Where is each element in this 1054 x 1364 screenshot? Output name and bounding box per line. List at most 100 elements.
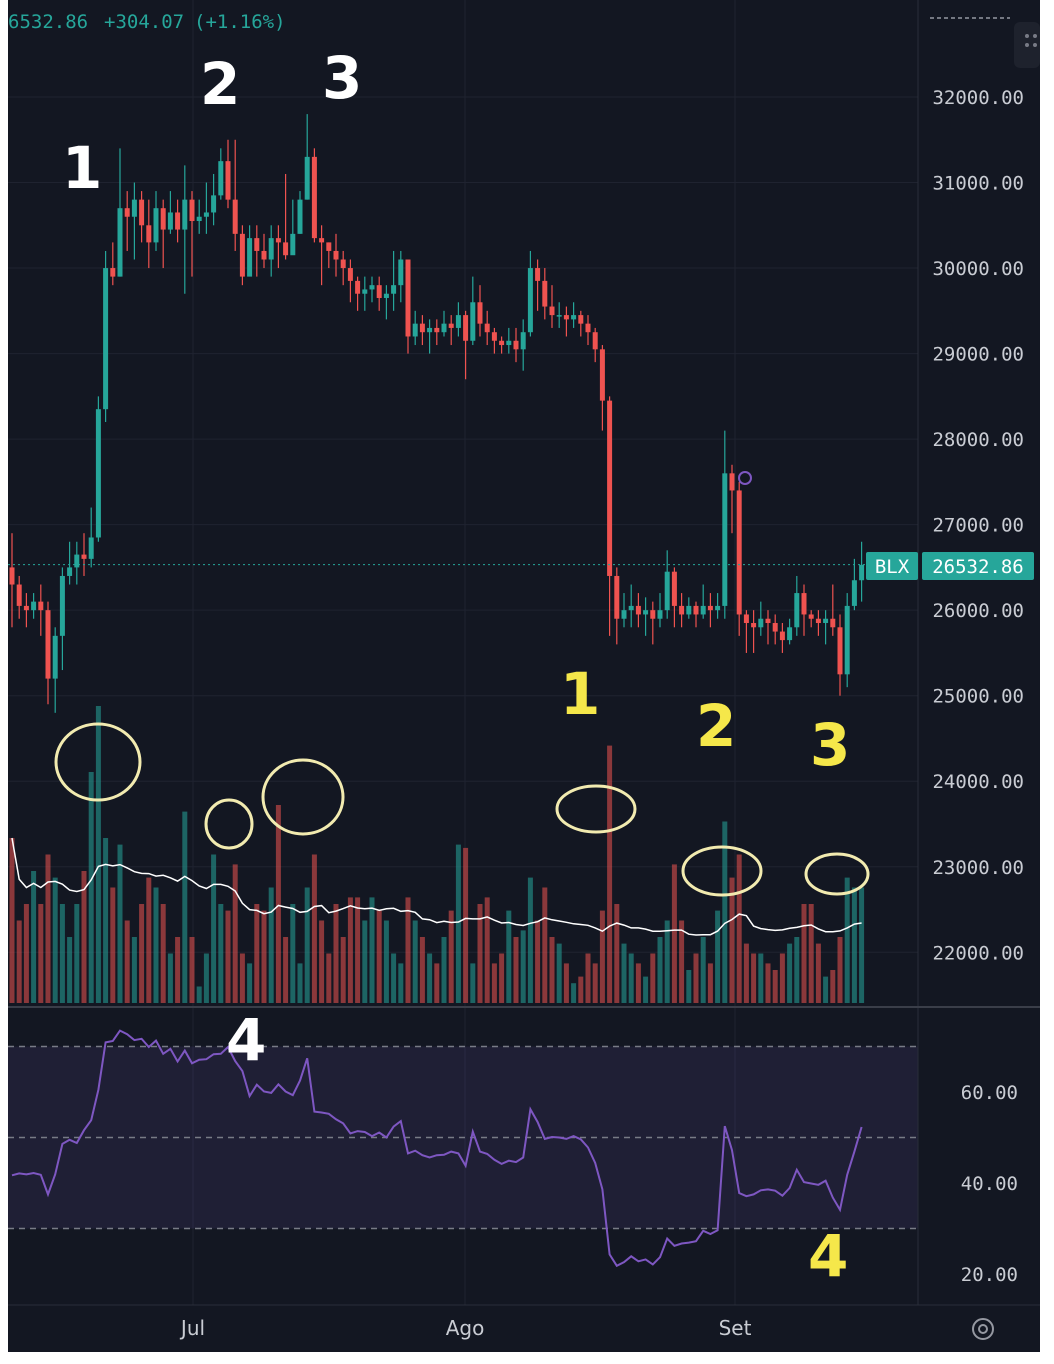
price-tick-label: 26000.00: [932, 600, 1024, 622]
candle: [448, 315, 454, 346]
volume-bar: [527, 877, 533, 1003]
volume-bar: [38, 904, 44, 1003]
candle: [311, 148, 317, 243]
volume-bar: [167, 953, 173, 1003]
volume-bar: [117, 844, 123, 1003]
volume-bar: [398, 963, 404, 1003]
volume-bar: [81, 871, 87, 1003]
volume-bar: [470, 963, 476, 1003]
candle: [103, 250, 109, 423]
volume-bar: [160, 904, 166, 1003]
candle: [455, 302, 461, 337]
volume-bar: [628, 953, 634, 1003]
volume-bar: [657, 937, 663, 1003]
candle: [772, 614, 778, 645]
candle: [815, 610, 821, 636]
volume-circle-2: [204, 798, 254, 850]
candle: [614, 567, 620, 645]
volume-bar: [585, 953, 591, 1003]
volume-bar: [520, 930, 526, 1003]
header-change-percent: (+1.16%): [194, 11, 286, 33]
event-marker[interactable]: [738, 471, 752, 485]
volume-bar: [340, 937, 346, 1003]
volume-bar: [67, 937, 73, 1003]
candle: [707, 593, 713, 628]
candle: [117, 148, 123, 277]
candle: [376, 276, 382, 311]
volume-bar: [189, 937, 195, 1003]
volume-bar: [139, 904, 145, 1003]
time-tick-label: Set: [719, 1316, 752, 1340]
volume-bar: [153, 887, 159, 1003]
volume-bar: [326, 953, 332, 1003]
candle: [139, 191, 145, 243]
header-last-price: 6532.86: [8, 11, 88, 33]
volume-bar: [23, 904, 29, 1003]
candle: [650, 601, 656, 645]
settings-gear-icon[interactable]: [972, 1318, 994, 1340]
volume-bar: [261, 910, 267, 1003]
volume-bar: [513, 937, 519, 1003]
volume-bar: [383, 920, 389, 1003]
annotation-white-4: 4: [226, 1006, 266, 1074]
price-tick-label: 27000.00: [932, 515, 1024, 537]
volume-bar: [391, 953, 397, 1003]
annotation-yellow-1: 1: [560, 660, 600, 728]
price-tick-label: 28000.00: [932, 429, 1024, 451]
candle: [283, 173, 289, 260]
candle: [232, 139, 238, 251]
volume-bar: [9, 838, 15, 1003]
candle: [729, 464, 735, 534]
volume-bar: [751, 953, 757, 1003]
candle: [808, 610, 814, 628]
volume-bar: [369, 897, 375, 1003]
candle: [434, 319, 440, 346]
volume-bar: [254, 904, 260, 1003]
volume-bar: [830, 970, 836, 1003]
volume-circle-4: [555, 784, 637, 834]
volume-bar: [225, 910, 231, 1003]
candle: [326, 242, 332, 269]
candle: [304, 114, 310, 200]
volume-bar: [499, 953, 505, 1003]
candle: [787, 618, 793, 645]
volume-bar: [823, 976, 829, 1003]
candle: [31, 593, 37, 619]
candle: [369, 276, 375, 303]
candle: [391, 250, 397, 311]
volume-bar: [182, 811, 188, 1003]
candle: [52, 627, 58, 713]
candle: [736, 481, 742, 636]
candle: [74, 541, 80, 585]
volume-bar: [722, 821, 728, 1003]
drag-handle-icon[interactable]: [1014, 22, 1040, 68]
volume-bar: [146, 877, 152, 1003]
candle: [405, 259, 411, 354]
volume-bar: [103, 838, 109, 1003]
candle: [506, 327, 512, 354]
volume-bar: [772, 970, 778, 1003]
volume-circle-1: [54, 722, 142, 802]
volume-bar: [614, 904, 620, 1003]
volume-bar: [765, 963, 771, 1003]
volume-bar: [455, 844, 461, 1003]
rsi-tick-label: 20.00: [961, 1264, 1018, 1286]
volume-bar: [556, 943, 562, 1003]
price-tick-label: 25000.00: [932, 686, 1024, 708]
candle: [657, 593, 663, 628]
time-tick-label: Ago: [446, 1316, 485, 1340]
candle: [743, 610, 749, 653]
candle: [268, 225, 274, 277]
time-axis: Jul Ago Set: [179, 1316, 752, 1340]
volume-bar: [679, 920, 685, 1003]
bottom-margin: [0, 1352, 1054, 1364]
candle: [383, 285, 389, 320]
candle: [124, 191, 130, 251]
volume-bar: [304, 887, 310, 1003]
volume-bar: [412, 920, 418, 1003]
annotation-white-2: 2: [200, 50, 240, 118]
candle: [67, 541, 73, 585]
volume-bar: [787, 943, 793, 1003]
price-tick-label: 24000.00: [932, 771, 1024, 793]
